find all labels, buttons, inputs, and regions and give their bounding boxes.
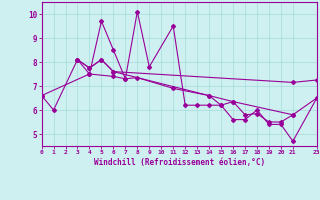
X-axis label: Windchill (Refroidissement éolien,°C): Windchill (Refroidissement éolien,°C) [94, 158, 265, 167]
